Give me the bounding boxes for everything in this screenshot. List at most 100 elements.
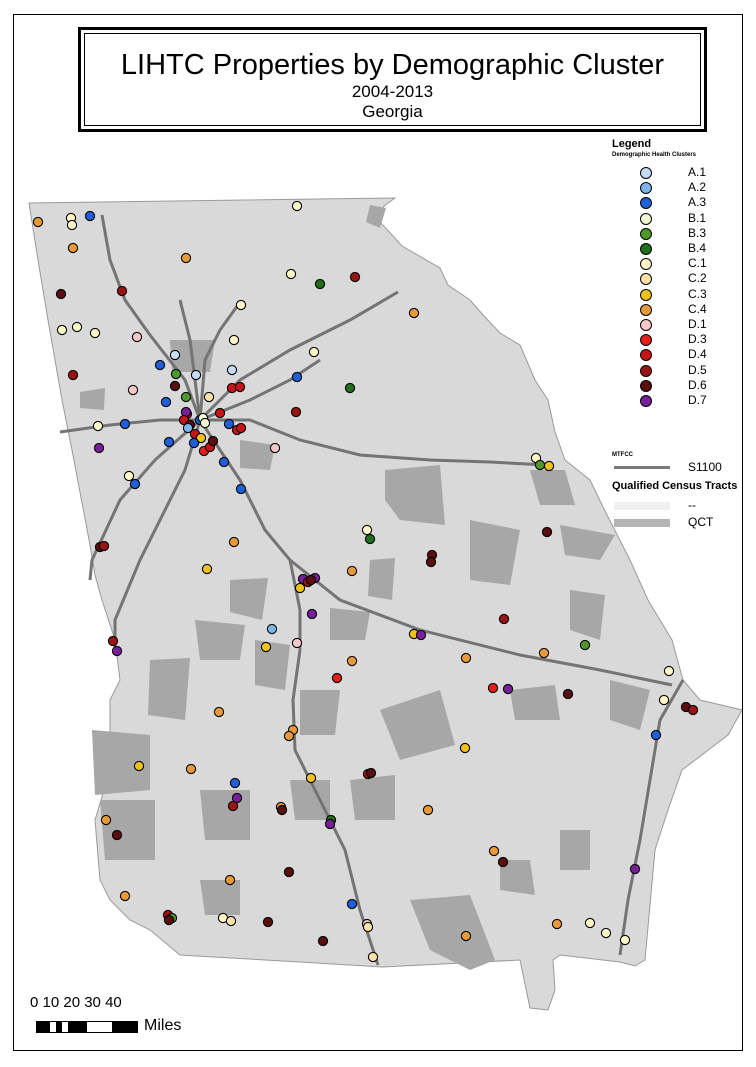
- legend-label: B.1: [688, 210, 707, 225]
- property-marker-d7: [111, 645, 123, 657]
- property-marker-a3: [229, 777, 241, 789]
- property-marker-c1: [658, 694, 670, 706]
- legend-qct-none-label: --: [688, 498, 696, 512]
- legend-qct-swatch: [614, 519, 670, 527]
- property-marker-d7: [629, 863, 641, 875]
- legend-label: C.4: [688, 301, 707, 316]
- property-marker-d6: [169, 380, 181, 392]
- property-marker-c4: [488, 845, 500, 857]
- property-marker-c2: [225, 915, 237, 927]
- property-marker-c3: [305, 772, 317, 784]
- property-marker-d5: [687, 704, 699, 716]
- legend-item: A.3: [612, 195, 737, 210]
- legend: Legend Demographic Health Clusters A.1 A.…: [612, 138, 742, 529]
- legend-label: D.5: [688, 362, 707, 377]
- legend-item: B.4: [612, 241, 737, 256]
- property-marker-d6: [55, 288, 67, 300]
- property-marker-c1: [600, 927, 612, 939]
- property-marker-b4: [344, 382, 356, 394]
- property-marker-d1: [131, 331, 143, 343]
- legend-item: C.2: [612, 271, 737, 286]
- legend-label: A.3: [688, 195, 707, 210]
- legend-swatch: [640, 243, 652, 255]
- legend-label: B.3: [688, 225, 707, 240]
- property-marker-c3: [459, 742, 471, 754]
- property-marker-c3: [543, 460, 555, 472]
- legend-item: D.3: [612, 332, 737, 347]
- property-marker-a2: [182, 422, 194, 434]
- map-subtitle: 2004-2013: [351, 82, 434, 101]
- property-marker-d6: [305, 574, 317, 586]
- property-marker-c1: [235, 299, 247, 311]
- property-marker-c3: [294, 582, 306, 594]
- property-marker-d6: [365, 767, 377, 779]
- property-marker-c1: [285, 268, 297, 280]
- property-marker-d1: [291, 637, 303, 649]
- legend-swatch: [640, 379, 652, 392]
- property-marker-c4: [460, 652, 472, 664]
- property-marker-d5: [290, 406, 302, 418]
- map-frame: [13, 14, 743, 1051]
- property-marker-d5: [98, 540, 110, 552]
- property-marker-c1: [291, 200, 303, 212]
- property-marker-c4: [67, 242, 79, 254]
- property-marker-d3: [331, 672, 343, 684]
- property-marker-c4: [408, 307, 420, 319]
- property-marker-a3: [346, 898, 358, 910]
- property-marker-a3: [291, 371, 303, 383]
- legend-swatch: [640, 288, 652, 301]
- property-marker-c4: [180, 252, 192, 264]
- property-marker-d7: [231, 792, 243, 804]
- property-marker-d6: [276, 804, 288, 816]
- property-marker-c3: [133, 760, 145, 772]
- property-marker-a3: [163, 436, 175, 448]
- legend-subtitle: Demographic Health Clusters: [612, 152, 697, 158]
- property-marker-c3: [201, 563, 213, 575]
- qct-tracts: [80, 205, 650, 970]
- legend-swatch: [640, 197, 652, 210]
- legend-swatch: [640, 334, 652, 347]
- property-marker-b3: [579, 639, 591, 651]
- property-marker-c2: [362, 921, 374, 933]
- property-marker-d1: [269, 442, 281, 454]
- property-marker-c4: [119, 890, 131, 902]
- property-marker-a3: [235, 483, 247, 495]
- property-marker-d6: [425, 556, 437, 568]
- legend-swatch: [640, 319, 652, 331]
- property-markers: [32, 200, 699, 963]
- legend-item: D.5: [612, 363, 737, 378]
- property-marker-c3: [195, 432, 207, 444]
- map-title: LIHTC Properties by Demographic Cluster: [120, 49, 665, 81]
- property-marker-c4: [224, 874, 236, 886]
- property-marker-c4: [346, 565, 358, 577]
- legend-road-swatch: [614, 466, 670, 469]
- property-marker-a3: [218, 456, 230, 468]
- legend-mtfcc-label: MTFCC: [612, 452, 633, 458]
- property-marker-c4: [213, 706, 225, 718]
- property-marker-d6: [207, 435, 219, 447]
- legend-item: B.3: [612, 226, 737, 241]
- property-marker-a1: [226, 364, 238, 376]
- legend-swatch: [640, 258, 652, 271]
- property-marker-c1: [89, 327, 101, 339]
- legend-item: A.2: [612, 180, 737, 195]
- property-marker-c1: [228, 334, 240, 346]
- property-marker-c1: [584, 917, 596, 929]
- property-marker-c1: [56, 324, 68, 336]
- property-marker-d6: [163, 914, 175, 926]
- property-marker-d6: [317, 935, 329, 947]
- property-marker-d4: [214, 407, 226, 419]
- legend-label: D.6: [688, 377, 707, 392]
- legend-item: D.4: [612, 347, 737, 362]
- legend-item: C.3: [612, 287, 737, 302]
- property-marker-d6: [541, 526, 553, 538]
- scale-bar: [36, 1021, 138, 1033]
- scale-unit: Miles: [144, 1017, 182, 1034]
- property-marker-c2: [203, 391, 215, 403]
- scale-ticks: 0 10 20 30 40: [30, 994, 122, 1011]
- property-marker-d1: [127, 384, 139, 396]
- property-marker-c4: [100, 814, 112, 826]
- property-marker-c1: [123, 470, 135, 482]
- property-marker-d7: [324, 818, 336, 830]
- property-marker-b4: [364, 533, 376, 545]
